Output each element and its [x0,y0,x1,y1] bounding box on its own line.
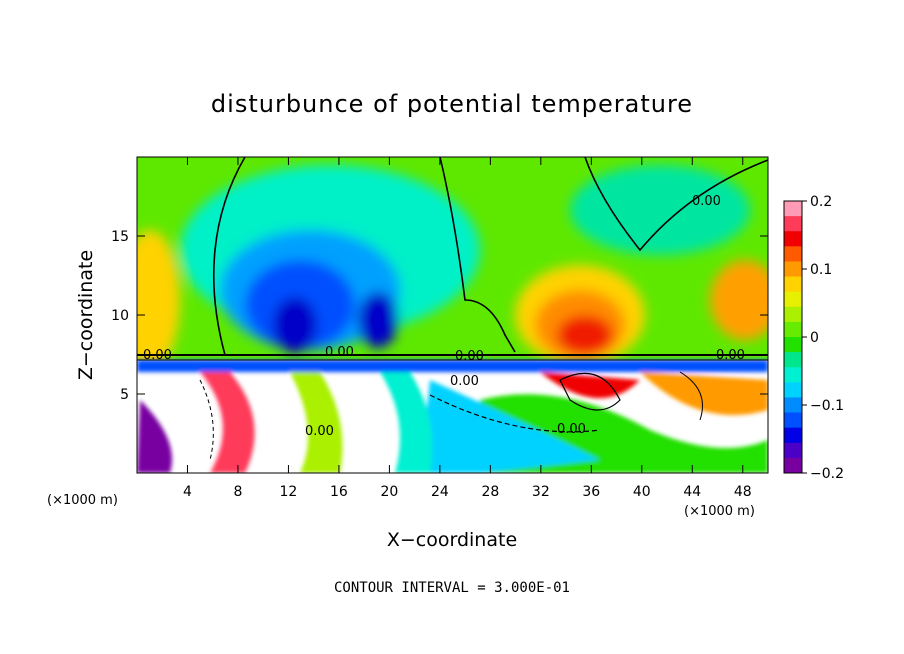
x-axis-ticks: 4 8 12 16 20 24 28 32 36 40 44 48 [183,157,752,500]
colorbar-tick-label: 0 [810,330,819,346]
contour-interval-footer: CONTOUR INTERVAL = 3.000E-01 [334,580,570,596]
y-tick-label: 15 [111,229,129,245]
contour-label-2: 0.00 [325,345,354,360]
contour-label-7: 0.00 [305,424,334,439]
colorbar-swatch [784,306,802,323]
contour-label-4: 0.00 [716,348,745,363]
x-tick-label: 36 [582,484,600,500]
colorbar: 0.2 0.1 0 −0.1 −0.2 [783,194,844,482]
contour-label-5: 0.00 [692,194,721,209]
lower-contour-a [429,394,601,433]
colorbar-swatch [784,321,802,338]
colorbar-swatch [784,246,802,262]
colorbar-swatch [784,412,802,429]
contour-label-1: 0.00 [143,348,172,363]
lower-contour-c [679,371,703,421]
colorbar-swatch [784,427,802,444]
colorbar-tick-label: −0.1 [810,398,844,414]
cold-core-deep-right [358,292,398,348]
y-tick-label: 5 [120,387,129,403]
colorbar-swatch [784,367,802,383]
colorbar-swatch [784,382,802,398]
x-tick-label: 20 [380,484,398,500]
x-tick-label: 40 [633,484,651,500]
lower-band-cyan [420,380,600,473]
x-tick-label: 12 [280,484,298,500]
upper-anomalies [137,165,768,370]
colorbar-swatch [784,397,802,414]
upper-cyan-region-right [570,165,750,255]
x-unit-left: (×1000 m) [47,493,118,508]
lower-band-blue [137,360,768,372]
cold-core-deep-left [273,297,317,353]
colorbar-swatch [784,216,802,232]
zero-contour-right [584,157,768,252]
x-tick-label: 4 [183,484,192,500]
zero-contour-left [212,157,246,356]
colorbar-swatch [784,276,802,293]
lower-swirl-3 [380,372,433,473]
x-tick-label: 8 [233,484,242,500]
contour-label-6: 0.00 [557,422,586,437]
zero-contour-mid [439,157,516,353]
colorbar-tick-label: 0.1 [810,262,832,278]
plot-field: 0.00 0.00 0.00 0.00 0.00 0.00 0.00 0.00 [137,157,768,473]
x-tick-label: 48 [734,484,752,500]
colorbar-swatch [784,291,802,308]
upper-left-yellow [137,230,180,370]
colorbar-swatch [784,261,802,278]
lower-contour-d [199,379,214,461]
warm-core-inner [557,315,613,355]
y-tick-label: 10 [111,308,129,324]
colorbar-swatch [784,201,802,217]
colorbar-swatch [784,442,802,459]
x-axis-label: X−coordinate [387,529,517,551]
y-axis-ticks: 5 10 15 [111,229,768,403]
colorbar-swatch [784,457,802,474]
lower-swirl-5 [640,372,768,416]
contour-labels: 0.00 0.00 0.00 0.00 0.00 0.00 0.00 0.00 [143,194,745,439]
colorbar-tick-label: −0.2 [810,466,844,482]
x-tick-label: 16 [330,484,348,500]
warm-right-edge [710,260,768,340]
x-tick-label: 32 [532,484,550,500]
colorbar-swatch [784,337,802,353]
colorbar-tick-label: 0.2 [810,194,832,210]
colorbar-swatch [784,352,802,368]
x-tick-label: 28 [481,484,499,500]
y-axis-label: Z−coordinate [75,250,97,380]
lower-swirl-1 [200,372,255,473]
colorbar-swatch [784,231,802,247]
lower-contour-b [559,372,621,411]
lower-swirl-4 [137,400,172,473]
x-tick-label: 44 [683,484,701,500]
contour-label-8: 0.00 [450,374,479,389]
lower-swirl-2 [290,372,343,473]
contour-lines [137,157,768,461]
x-unit-right: (×1000 m) [684,504,755,519]
contour-label-3: 0.00 [455,349,484,364]
lower-turbulent-layer [137,360,768,473]
x-tick-label: 24 [431,484,449,500]
chart-title: disturbunce of potential temperature [211,90,693,118]
